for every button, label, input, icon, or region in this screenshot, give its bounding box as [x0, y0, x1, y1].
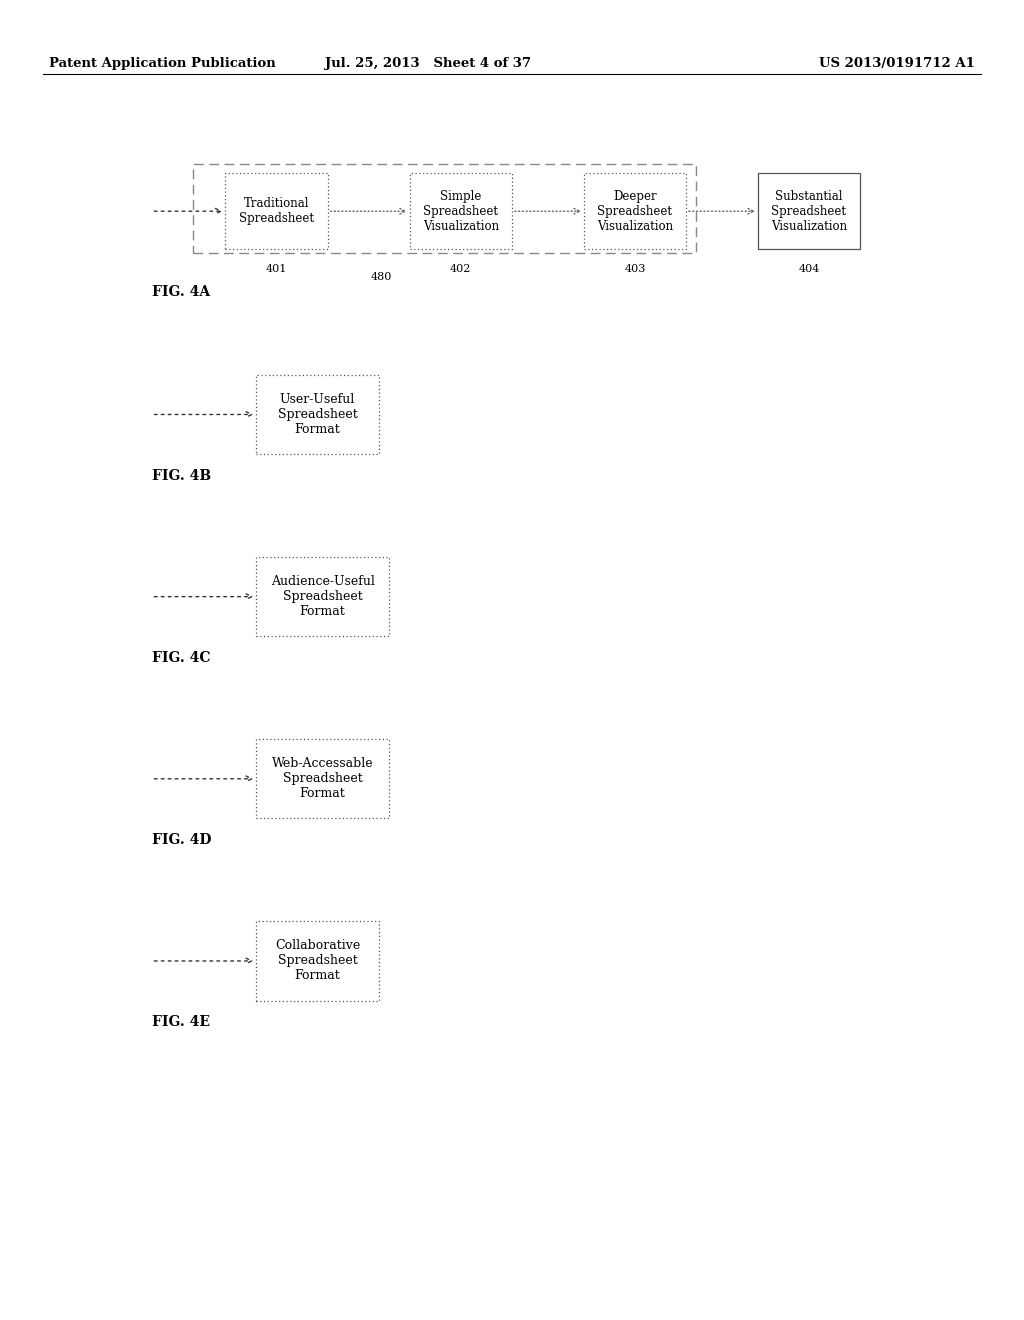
Text: User-Useful
Spreadsheet
Format: User-Useful Spreadsheet Format	[278, 393, 357, 436]
Text: Collaborative
Spreadsheet
Format: Collaborative Spreadsheet Format	[274, 940, 360, 982]
Bar	[256, 921, 379, 1001]
Text: 401: 401	[266, 264, 287, 275]
Text: 480: 480	[371, 272, 391, 282]
Text: US 2013/0191712 A1: US 2013/0191712 A1	[819, 57, 975, 70]
Text: Simple
Spreadsheet
Visualization: Simple Spreadsheet Visualization	[423, 190, 499, 232]
Text: FIG. 4D: FIG. 4D	[152, 833, 211, 847]
Text: Audience-Useful
Spreadsheet
Format: Audience-Useful Spreadsheet Format	[270, 576, 375, 618]
Text: 404: 404	[799, 264, 819, 275]
Text: FIG. 4B: FIG. 4B	[152, 469, 211, 483]
Text: FIG. 4A: FIG. 4A	[152, 285, 210, 300]
Text: Web-Accessable
Spreadsheet
Format: Web-Accessable Spreadsheet Format	[271, 758, 374, 800]
Text: FIG. 4C: FIG. 4C	[152, 651, 210, 665]
Bar	[256, 375, 379, 454]
Bar	[256, 557, 389, 636]
Text: 402: 402	[451, 264, 471, 275]
Text: 403: 403	[625, 264, 645, 275]
Bar	[225, 173, 328, 249]
Bar	[256, 739, 389, 818]
Text: Deeper
Spreadsheet
Visualization: Deeper Spreadsheet Visualization	[597, 190, 673, 232]
Text: Traditional
Spreadsheet: Traditional Spreadsheet	[239, 197, 314, 226]
Text: Patent Application Publication: Patent Application Publication	[49, 57, 275, 70]
Bar	[584, 173, 686, 249]
Bar	[410, 173, 512, 249]
Bar	[193, 164, 696, 253]
Bar	[758, 173, 860, 249]
Text: Substantial
Spreadsheet
Visualization: Substantial Spreadsheet Visualization	[771, 190, 847, 232]
Text: FIG. 4E: FIG. 4E	[152, 1015, 210, 1030]
Text: Jul. 25, 2013   Sheet 4 of 37: Jul. 25, 2013 Sheet 4 of 37	[325, 57, 531, 70]
